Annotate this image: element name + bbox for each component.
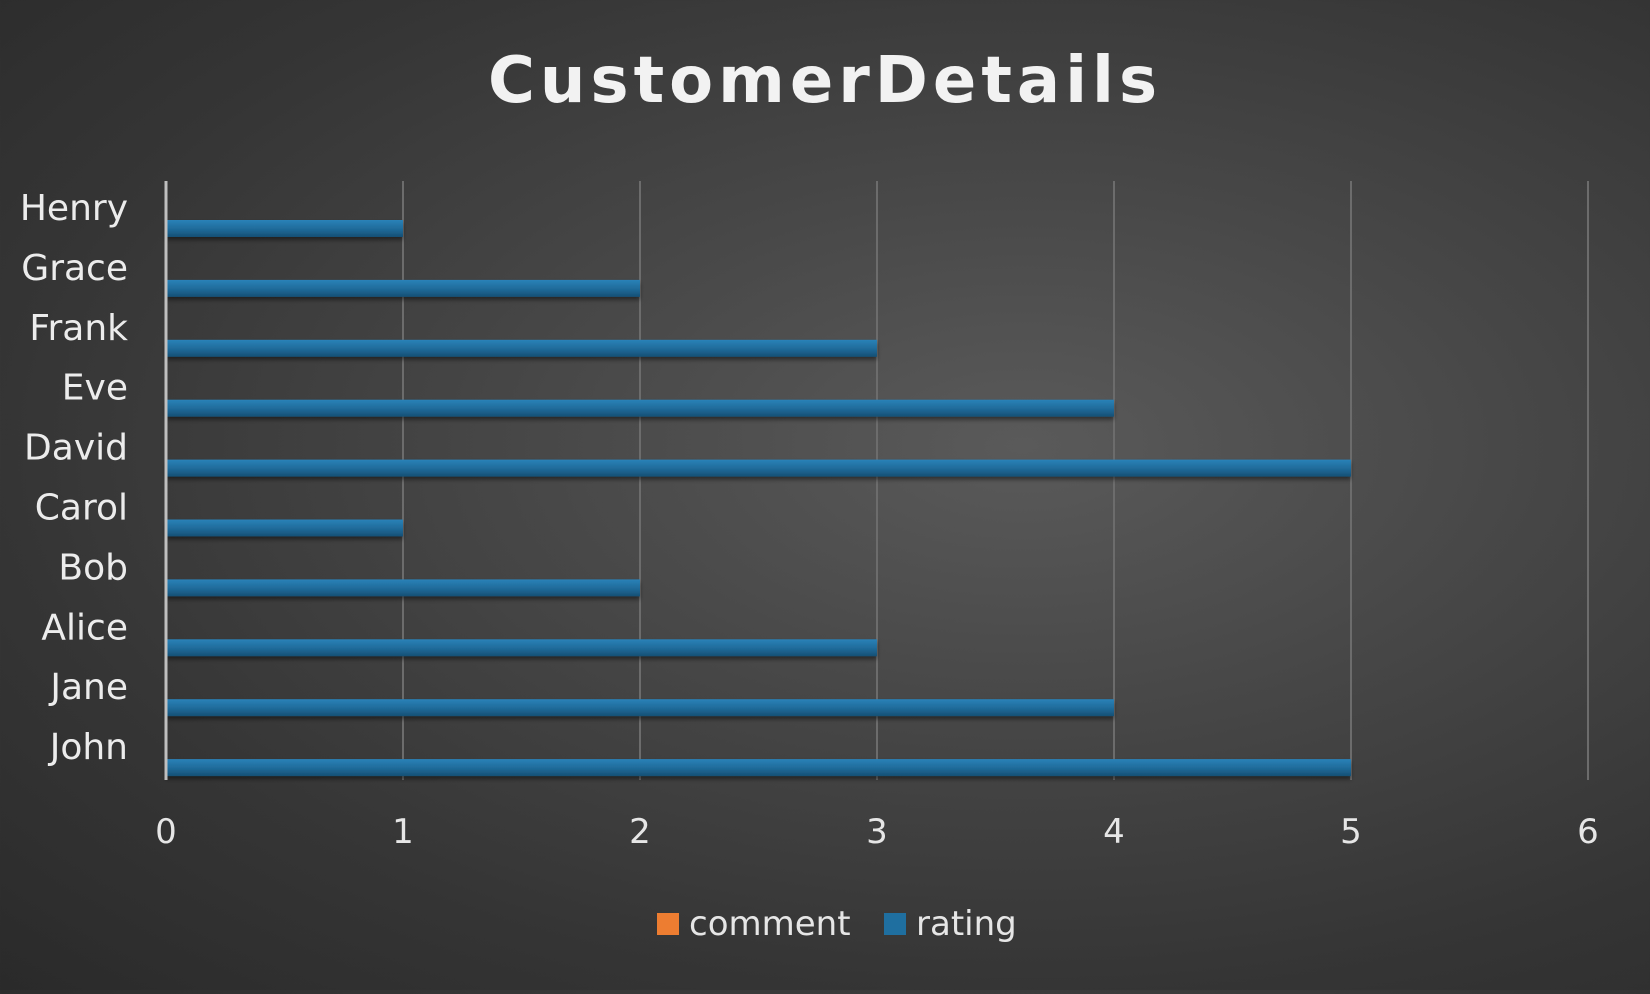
bar-rating-grace bbox=[166, 279, 640, 297]
y-tick-label-david: David bbox=[24, 428, 128, 469]
legend-swatch-rating bbox=[884, 913, 906, 935]
legend: comment rating bbox=[657, 904, 1017, 944]
chart-title: CustomerDetails bbox=[488, 44, 1162, 118]
legend-label-comment: comment bbox=[689, 904, 851, 944]
bar-rating-eve bbox=[166, 399, 1114, 417]
x-tick-label-6: 6 bbox=[1577, 812, 1599, 852]
bar-rating-frank bbox=[166, 339, 877, 357]
y-tick-label-henry: Henry bbox=[20, 188, 128, 229]
bar-rating-john bbox=[166, 759, 1351, 777]
bars bbox=[166, 220, 1351, 777]
gridlines bbox=[402, 181, 1589, 780]
y-tick-label-frank: Frank bbox=[29, 308, 128, 349]
bar-rating-david bbox=[166, 459, 1351, 477]
x-tick-label-1: 1 bbox=[392, 812, 414, 852]
legend-label-rating: rating bbox=[916, 904, 1017, 944]
y-tick-label-carol: Carol bbox=[35, 488, 128, 529]
x-tick-label-2: 2 bbox=[629, 812, 651, 852]
bar-rating-bob bbox=[166, 579, 640, 597]
bar-rating-carol bbox=[166, 519, 403, 537]
bar-rating-jane bbox=[166, 699, 1114, 717]
y-tick-label-bob: Bob bbox=[58, 547, 128, 588]
x-axis-labels: 0 1 2 3 4 5 6 bbox=[155, 812, 1599, 852]
x-tick-label-0: 0 bbox=[155, 812, 177, 852]
x-tick-label-5: 5 bbox=[1340, 812, 1362, 852]
bar-rating-henry bbox=[166, 220, 403, 237]
y-tick-label-jane: Jane bbox=[48, 667, 128, 708]
x-tick-label-3: 3 bbox=[866, 812, 888, 852]
y-tick-label-john: John bbox=[48, 727, 128, 768]
x-tick-label-4: 4 bbox=[1103, 812, 1125, 852]
bar-rating-alice bbox=[166, 639, 877, 657]
y-tick-label-eve: Eve bbox=[62, 368, 128, 409]
y-tick-label-grace: Grace bbox=[21, 248, 128, 289]
y-tick-label-alice: Alice bbox=[41, 607, 128, 648]
legend-swatch-comment bbox=[657, 913, 679, 935]
y-axis-labels: John Jane Alice Bob Carol David Eve Frank Grace H… bbox=[20, 188, 128, 768]
